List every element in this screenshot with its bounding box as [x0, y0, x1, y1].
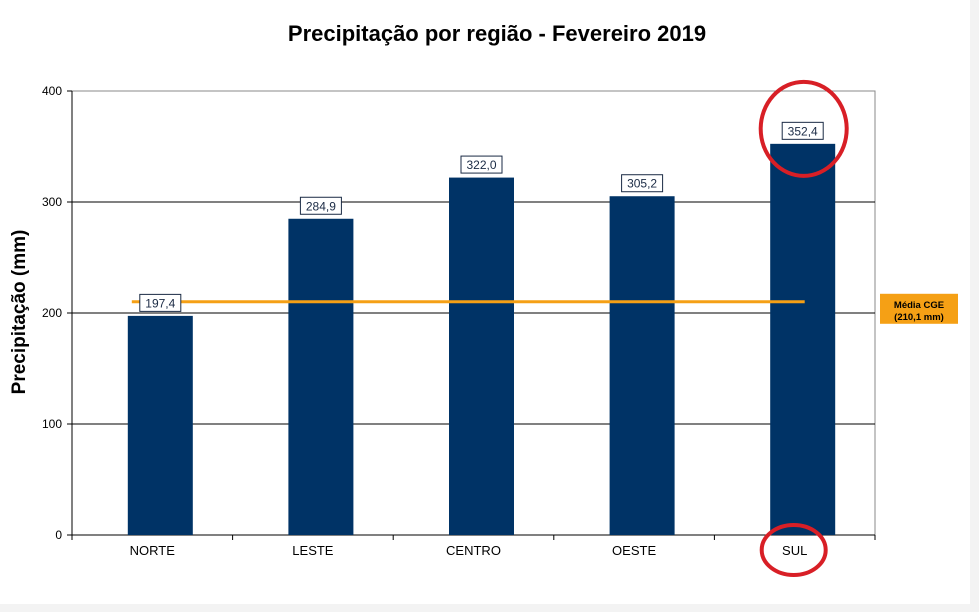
highlight-circle-category: [759, 523, 828, 577]
data-label: 284,9: [306, 199, 336, 213]
x-tick-label: NORTE: [130, 543, 176, 558]
data-label-box: [299, 196, 342, 215]
average-label-line1: Média CGE: [894, 300, 944, 311]
y-tick-label: 0: [55, 528, 62, 542]
data-label: 305,2: [627, 177, 657, 191]
average-label-line2: (210,1 mm): [894, 312, 944, 323]
data-label-box: [781, 121, 824, 140]
y-tick-label: 300: [42, 195, 62, 209]
data-label: 352,4: [788, 124, 818, 138]
bar-centro: [449, 177, 514, 535]
x-tick-label: SUL: [782, 543, 807, 558]
bar-oeste: [609, 196, 675, 535]
bar-norte: [127, 315, 193, 535]
plot-area: 0 100 200 300 400 197,4 284,9 322,0 305,2 352,4 NO…: [42, 79, 958, 577]
data-label-box: [621, 174, 664, 193]
chart-svg: Precipitação por região - Fevereiro 2019…: [9, 21, 958, 577]
x-tick-label: OESTE: [612, 543, 656, 558]
x-tick-label: CENTRO: [446, 543, 501, 558]
average-label-box: [880, 293, 958, 324]
x-tick-label: LESTE: [292, 543, 334, 558]
y-tick-label: 200: [42, 306, 62, 320]
data-label-box: [139, 293, 182, 312]
bar-sul: [770, 143, 836, 535]
data-label-box: [460, 155, 503, 174]
y-tick-label: 100: [42, 417, 62, 431]
y-axis-label: Precipitação (mm): [9, 230, 30, 395]
data-label: 197,4: [145, 296, 175, 310]
data-label: 322,0: [466, 158, 496, 172]
chart-frame: Precipitação por região - Fevereiro 2019…: [0, 0, 970, 604]
y-tick-label: 400: [42, 84, 62, 98]
highlight-circle-value: [758, 79, 849, 178]
chart-title: Precipitação por região - Fevereiro 2019: [288, 21, 706, 46]
bar-leste: [288, 218, 354, 536]
